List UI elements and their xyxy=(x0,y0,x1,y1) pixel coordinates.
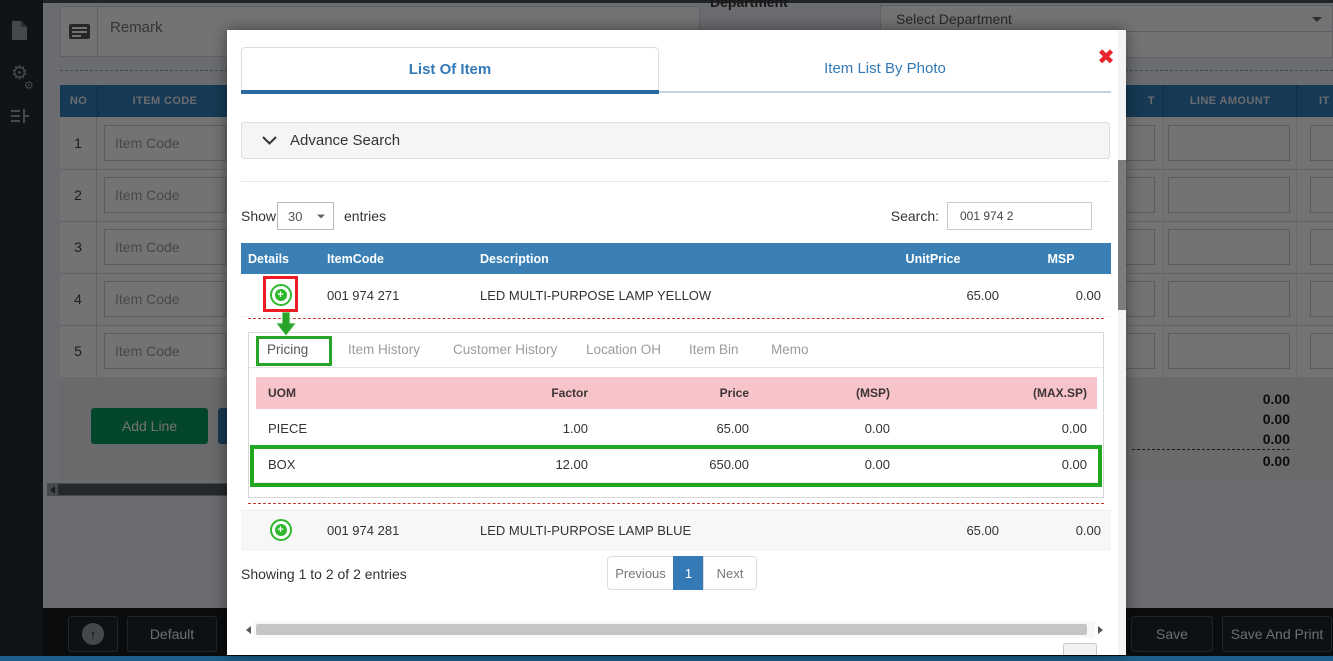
page-length-select[interactable]: 30 xyxy=(277,202,334,230)
price-header: Price xyxy=(596,386,756,400)
uom-table-header: UOM Factor Price (MSP) (MAX.SP) xyxy=(256,377,1097,409)
search-input[interactable] xyxy=(947,202,1092,230)
detail-tabs-bar: Pricing Item History Customer History Lo… xyxy=(249,333,1103,368)
unit-price-cell: 65.00 xyxy=(855,523,1011,538)
detail-tab-item-history[interactable]: Item History xyxy=(348,342,420,357)
search-label: Search: xyxy=(867,208,939,224)
header-description: Description xyxy=(473,252,855,266)
annotation-red-box xyxy=(263,276,298,312)
detail-tab-memo[interactable]: Memo xyxy=(771,342,809,357)
divider xyxy=(241,181,1110,182)
item-code-cell: 001 974 281 xyxy=(320,523,473,538)
chevron-down-icon xyxy=(317,214,325,218)
header-msp: MSP xyxy=(1011,252,1111,266)
annotation-green-box-row xyxy=(250,445,1102,487)
hscroll-track[interactable] xyxy=(254,621,1095,638)
max-sp-header: (MAX.SP) xyxy=(896,386,1097,400)
pagination-page-1[interactable]: 1 xyxy=(673,556,704,590)
hscroll-thumb[interactable] xyxy=(256,624,1087,635)
msp-header: (MSP) xyxy=(756,386,896,400)
chevron-down-icon xyxy=(262,136,277,145)
msp-cell: 0.00 xyxy=(1011,523,1111,538)
factor-header: Factor xyxy=(481,386,596,400)
tab-bottom-line xyxy=(659,91,1111,93)
max-sp-cell: 0.00 xyxy=(896,421,1097,436)
pagination-next[interactable]: Next xyxy=(703,556,757,590)
partial-footer-button[interactable] xyxy=(1063,643,1097,655)
msp-cell: 0.00 xyxy=(1011,288,1111,303)
list-of-item-modal: List Of Item Item List By Photo ✖ Advanc… xyxy=(227,30,1126,655)
uom-row-piece: PIECE 1.00 65.00 0.00 0.00 xyxy=(256,411,1097,447)
tab-list-of-item[interactable]: List Of Item xyxy=(241,47,659,90)
modal-vscrollbar[interactable] xyxy=(1118,30,1126,655)
detail-dashed-border-top xyxy=(248,318,1104,319)
item-table-header: Details ItemCode Description UnitPrice M… xyxy=(241,243,1111,274)
page-length-value: 30 xyxy=(288,209,302,224)
annotation-green-box-pricing xyxy=(256,336,332,366)
detail-tab-item-bin[interactable]: Item Bin xyxy=(689,342,739,357)
advance-search-toggle[interactable]: Advance Search xyxy=(241,122,1110,159)
item-row: + 001 974 271 LED MULTI-PURPOSE LAMP YEL… xyxy=(241,274,1111,317)
active-tab-underline xyxy=(241,90,659,94)
scroll-right-icon[interactable] xyxy=(1095,621,1106,638)
expand-details-icon[interactable]: + xyxy=(270,519,292,541)
uom-header: UOM xyxy=(256,386,481,400)
detail-tab-location-oh[interactable]: Location OH xyxy=(586,342,661,357)
show-label: Show xyxy=(241,208,276,224)
header-details: Details xyxy=(241,252,320,266)
scroll-left-icon[interactable] xyxy=(243,621,254,638)
detail-tab-customer-history[interactable]: Customer History xyxy=(453,342,557,357)
price-cell: 65.00 xyxy=(596,421,756,436)
plus-glyph: + xyxy=(275,524,287,536)
item-row: + 001 974 281 LED MULTI-PURPOSE LAMP BLU… xyxy=(241,510,1111,550)
modal-hscrollbar[interactable] xyxy=(243,621,1106,638)
close-icon[interactable]: ✖ xyxy=(1091,44,1121,70)
table-info-text: Showing 1 to 2 of 2 entries xyxy=(241,566,407,582)
unit-price-cell: 65.00 xyxy=(855,288,1011,303)
item-code-cell: 001 974 271 xyxy=(320,288,473,303)
factor-cell: 1.00 xyxy=(481,421,596,436)
tab-item-list-by-photo[interactable]: Item List By Photo xyxy=(659,47,1111,90)
advance-search-label: Advance Search xyxy=(290,132,400,149)
vscroll-thumb[interactable] xyxy=(1118,160,1126,310)
page: { "colors": { "accent_blue": "#337ab7", … xyxy=(0,0,1333,661)
header-itemcode: ItemCode xyxy=(320,252,473,266)
entries-label: entries xyxy=(344,208,386,224)
header-unitprice: UnitPrice xyxy=(855,252,1011,266)
description-cell: LED MULTI-PURPOSE LAMP YELLOW xyxy=(473,288,855,303)
detail-dashed-border-bottom xyxy=(248,503,1104,504)
msp-cell: 0.00 xyxy=(756,421,896,436)
description-cell: LED MULTI-PURPOSE LAMP BLUE xyxy=(473,523,855,538)
pagination: Previous 1 Next xyxy=(607,556,757,590)
bottom-blue-line xyxy=(0,656,1333,661)
pagination-previous[interactable]: Previous xyxy=(607,556,674,590)
uom-cell: PIECE xyxy=(256,421,481,436)
